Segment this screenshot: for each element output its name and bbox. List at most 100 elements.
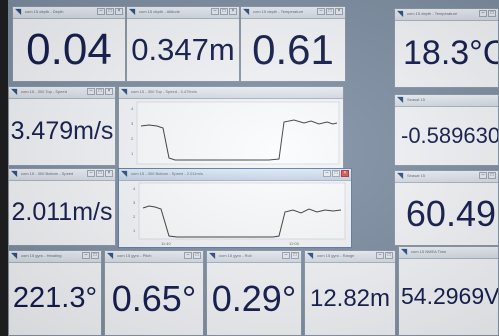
speed-top-graph: 4 3 2 1 bbox=[131, 101, 340, 165]
window-title: com 15 NMEA Time bbox=[411, 249, 447, 254]
y-tick-label: 1 bbox=[131, 151, 134, 156]
maximize-button[interactable]: □ bbox=[220, 8, 228, 15]
heading-value: 221.3° bbox=[12, 282, 98, 314]
temperature-window[interactable]: ◥ com 15 depth - Temperature – □ 18.3°C bbox=[394, 8, 499, 88]
speed-bottom-graph-window[interactable]: ◥ com 15 - 300 Bottom - Speed - 2.011m/s… bbox=[118, 168, 352, 248]
close-button[interactable]: × bbox=[229, 8, 237, 15]
heading-window[interactable]: ◥ com 15 gyro - Heading – □ 221.3° bbox=[8, 250, 102, 336]
maximize-button[interactable]: □ bbox=[326, 8, 334, 15]
maximize-button[interactable]: □ bbox=[488, 172, 496, 179]
app-icon: ◥ bbox=[11, 251, 18, 260]
pitch-gyro-window[interactable]: ◥ com 15 gyro - Pitch – □ 0.65° bbox=[104, 250, 204, 336]
app-icon: ◥ bbox=[397, 95, 404, 104]
window-title: com 15 gyro - Roll bbox=[219, 253, 252, 258]
range-window[interactable]: ◥ com 15 gyro - Range – □ 12.82m bbox=[304, 250, 396, 336]
speed-top-window[interactable]: ◥ com 15 - 300 Top - Speed – □ × 3.479m/s bbox=[8, 86, 116, 166]
close-button[interactable]: × bbox=[105, 170, 113, 177]
minimize-button[interactable]: – bbox=[317, 8, 325, 15]
close-button[interactable]: × bbox=[105, 88, 113, 95]
roll-gyro-window[interactable]: ◥ com 15 gyro - Roll – □ 0.29° bbox=[206, 250, 302, 336]
title-bar[interactable]: ◥ com 15 gyro - Roll – □ bbox=[207, 251, 301, 263]
title-bar[interactable]: ◥ com 15 - 300 Top - Speed – □ × bbox=[9, 87, 115, 99]
speed-bottom-graph: 4 3 2 1 11:40 12:00 bbox=[133, 182, 346, 246]
maximize-button[interactable]: □ bbox=[106, 8, 114, 15]
y-tick-label: 2 bbox=[131, 136, 134, 141]
speed-top-graph-window[interactable]: ◥ com 15 - 300 Top - Speed - 3.479m/s 4 … bbox=[118, 86, 344, 170]
maximize-button[interactable]: □ bbox=[291, 252, 299, 259]
title-bar[interactable]: ◥ com 15 depth - Temperature – □ × bbox=[241, 7, 345, 19]
close-button[interactable]: × bbox=[335, 8, 343, 15]
roll-value: -0.589630 bbox=[401, 122, 499, 148]
close-button[interactable]: × bbox=[115, 8, 123, 15]
title-bar[interactable]: ◥ com 15 depth - Altitude – □ × bbox=[127, 7, 239, 19]
minimize-button[interactable]: – bbox=[323, 170, 331, 177]
window-title: com 15 - 300 Top - Speed bbox=[21, 89, 67, 94]
maximize-button[interactable]: □ bbox=[385, 252, 393, 259]
title-bar[interactable]: ◥ com 15 gyro - Range – □ bbox=[305, 251, 395, 263]
altitude-value: 0.347m bbox=[131, 31, 235, 67]
speed-trace bbox=[140, 119, 338, 161]
app-icon: ◥ bbox=[107, 251, 114, 260]
range-value: 12.82m bbox=[309, 284, 391, 312]
maximize-button[interactable]: □ bbox=[96, 88, 104, 95]
window-title: com 15 gyro - Heading bbox=[21, 253, 62, 258]
title-bar[interactable]: ◥ Seasat 15 – □ bbox=[395, 171, 498, 183]
app-icon: ◥ bbox=[397, 171, 404, 180]
minimize-button[interactable]: – bbox=[184, 252, 192, 259]
speed-bottom-window[interactable]: ◥ com 15 - 300 Bottom - Speed – □ × 2.011m… bbox=[8, 168, 116, 246]
title-bar[interactable]: ◥ com 15 depth - Temperature – □ bbox=[395, 9, 498, 21]
maximize-button[interactable]: □ bbox=[96, 170, 104, 177]
pitch-window[interactable]: ◥ Seasat 15 – □ 60.49 bbox=[394, 170, 499, 246]
seasat-window[interactable]: ◥ com 15 NMEA Time 54.2969V bbox=[398, 246, 499, 336]
window-title: com 15 - 300 Bottom - Speed - 2.011m/s bbox=[131, 171, 203, 176]
y-tick-label: 4 bbox=[133, 186, 136, 191]
roll-window[interactable]: ◥ Seasat 15 -0.589630 bbox=[394, 94, 499, 166]
app-icon: ◥ bbox=[121, 169, 128, 178]
maximize-button[interactable]: □ bbox=[91, 252, 99, 259]
title-bar[interactable]: ◥ com 15 gyro - Pitch – □ bbox=[105, 251, 203, 263]
x-tick-label: 12:00 bbox=[289, 241, 300, 246]
speed-trace bbox=[142, 205, 342, 238]
title-bar[interactable]: ◥ com 15 - 300 Bottom - Speed - 2.011m/s… bbox=[119, 169, 351, 181]
temperature-value: 18.3°C bbox=[403, 34, 499, 72]
close-button[interactable]: × bbox=[341, 170, 349, 177]
maximize-button[interactable]: □ bbox=[332, 170, 340, 177]
app-icon: ◥ bbox=[397, 9, 404, 18]
app-icon: ◥ bbox=[307, 251, 314, 260]
y-tick-label: 4 bbox=[131, 106, 134, 111]
minimize-button[interactable]: – bbox=[82, 252, 90, 259]
title-bar[interactable]: ◥ com 15 gyro - Heading – □ bbox=[9, 251, 101, 263]
title-bar[interactable]: ◥ com 15 - 300 Top - Speed - 3.479m/s bbox=[119, 87, 343, 99]
minimize-button[interactable]: – bbox=[376, 252, 384, 259]
window-title: com 15 depth - Depth bbox=[25, 9, 64, 14]
window-title: com 15 gyro - Range bbox=[317, 253, 355, 258]
title-bar[interactable]: ◥ Seasat 15 bbox=[395, 95, 498, 107]
seasat-value: 54.2969V bbox=[401, 283, 499, 309]
minimize-button[interactable]: – bbox=[87, 170, 95, 177]
minimize-button[interactable]: – bbox=[282, 252, 290, 259]
title-bar[interactable]: ◥ com 15 NMEA Time bbox=[399, 247, 498, 259]
minimize-button[interactable]: – bbox=[97, 8, 105, 15]
y-tick-label: 2 bbox=[133, 214, 136, 219]
pitch-value: 60.49 bbox=[405, 192, 496, 234]
maximize-button[interactable]: □ bbox=[488, 10, 496, 17]
minimize-button[interactable]: – bbox=[479, 10, 487, 17]
app-icon: ◥ bbox=[11, 87, 18, 96]
x-tick-label: 11:40 bbox=[161, 241, 171, 246]
minimize-button[interactable]: – bbox=[211, 8, 219, 15]
speed-bottom-value: 2.011m/s bbox=[11, 198, 113, 226]
title-bar[interactable]: ◥ com 15 depth - Depth – □ × bbox=[13, 7, 125, 19]
window-title: Seasat 15 bbox=[407, 173, 426, 178]
altitude-window[interactable]: ◥ com 15 depth - Altitude – □ × 0.347m bbox=[126, 6, 240, 82]
window-title: com 15 depth - Temperature bbox=[253, 9, 304, 14]
speed-top-value: 3.479m/s bbox=[10, 117, 114, 145]
maximize-button[interactable]: □ bbox=[193, 252, 201, 259]
title-bar[interactable]: ◥ com 15 - 300 Bottom - Speed – □ × bbox=[9, 169, 115, 181]
minimize-button[interactable]: – bbox=[479, 172, 487, 179]
depth-window[interactable]: ◥ com 15 depth - Depth – □ × 0.04 bbox=[12, 6, 126, 82]
window-title: com 15 depth - Altitude bbox=[139, 9, 180, 14]
temperature-mid-window[interactable]: ◥ com 15 depth - Temperature – □ × 0.61 bbox=[240, 6, 346, 82]
y-tick-label: 1 bbox=[133, 228, 136, 233]
minimize-button[interactable]: – bbox=[87, 88, 95, 95]
window-title: com 15 depth - Temperature bbox=[407, 11, 458, 16]
